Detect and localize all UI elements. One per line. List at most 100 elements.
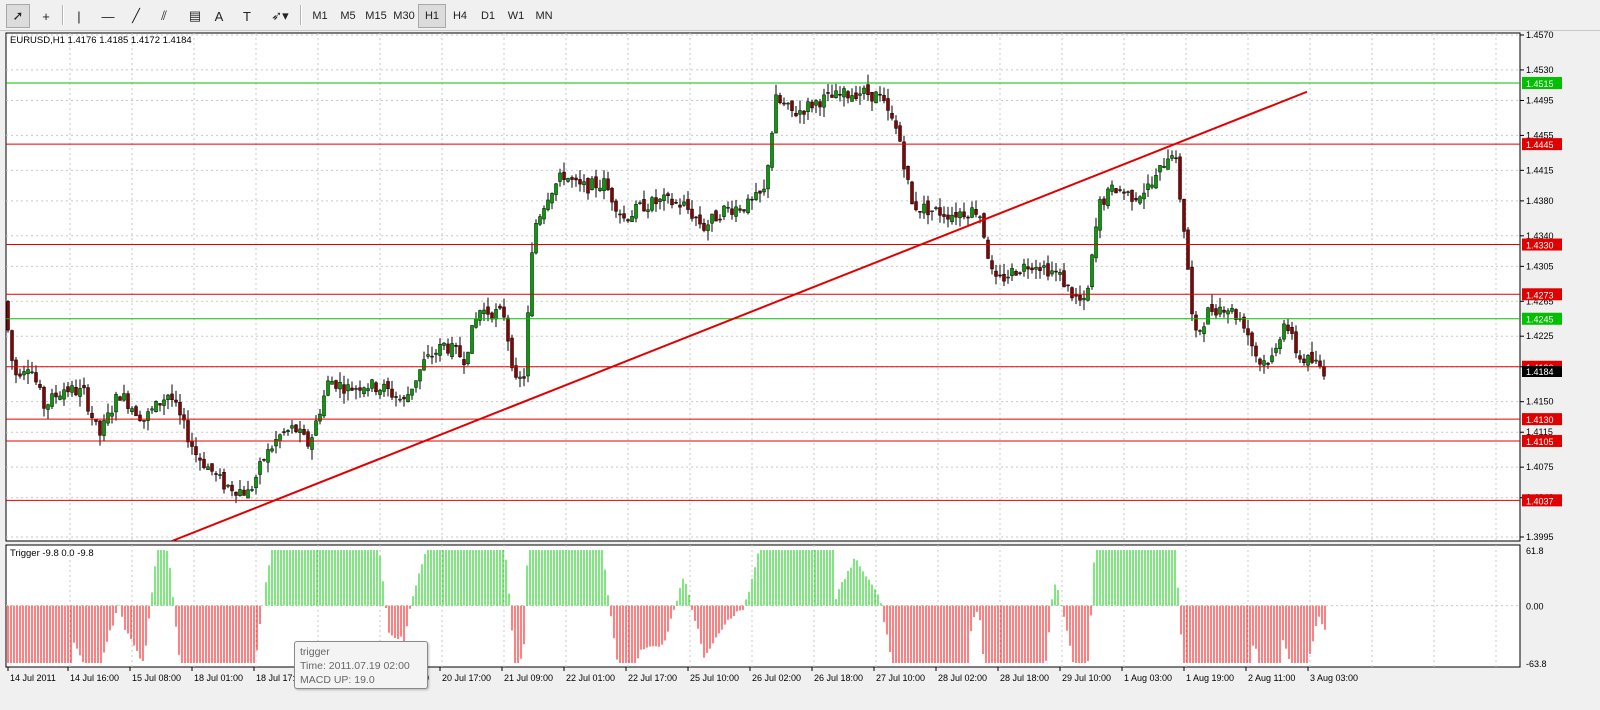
equidistant-channel-tool[interactable]: ⫽	[152, 4, 176, 28]
trendline-icon: ╱	[132, 8, 140, 23]
text-label-tool[interactable]: T	[236, 4, 258, 28]
timeframe-d1-button[interactable]: D1	[480, 10, 496, 22]
text-tool[interactable]: A	[208, 4, 230, 28]
candle-body	[218, 474, 222, 476]
candle-body	[1146, 183, 1150, 190]
candle-body	[134, 406, 138, 417]
candle-body	[534, 222, 538, 254]
cursor-tool[interactable]: ➚	[6, 4, 30, 28]
candle-body	[1118, 189, 1122, 191]
candle-body	[914, 201, 918, 211]
chart-window[interactable]: 1.4570 1.4530 1.4495 1.4455 1.4415 1.4380 1.43…	[4, 30, 1600, 705]
candle-body	[342, 384, 346, 394]
candle-body	[206, 466, 210, 470]
timeframe-w1-button[interactable]: W1	[507, 10, 525, 22]
candle-body	[238, 489, 242, 496]
candle-body	[802, 110, 806, 115]
candle-body	[482, 309, 486, 315]
timeframe-m1-button[interactable]: M1	[312, 10, 328, 22]
candle-body	[1250, 332, 1254, 347]
candle-body	[394, 396, 398, 398]
time-axis-label: 18 Jul 01:00	[194, 673, 243, 683]
trendline-tool[interactable]: ╱	[124, 4, 148, 28]
candle-body	[706, 224, 710, 231]
candle-body	[718, 218, 722, 221]
candle-body	[670, 198, 674, 206]
timeframe-mn-button[interactable]: MN	[535, 10, 553, 22]
crosshair-tool[interactable]: +	[34, 4, 58, 28]
candle-body	[1186, 229, 1190, 270]
candle-body	[714, 210, 718, 222]
candle-body	[1310, 351, 1314, 363]
candle-body	[82, 385, 86, 389]
fibonacci-tool[interactable]: ▤	[184, 4, 206, 28]
candle-body	[682, 201, 686, 206]
candle-body	[886, 98, 890, 111]
level-price-badge-label: 1.4037	[1526, 496, 1554, 506]
candle-body	[42, 387, 46, 409]
candle-body	[678, 204, 682, 208]
level-price-badge-label: 1.4273	[1526, 290, 1554, 300]
candle-body	[862, 87, 866, 94]
candle-body	[322, 395, 326, 417]
candle-body	[562, 171, 566, 180]
timeframe-m15-button[interactable]: M15	[365, 10, 387, 22]
candle-body	[570, 177, 574, 180]
price-tick-label: 1.4570	[1526, 31, 1554, 40]
candle-body	[946, 214, 950, 220]
candle-body	[630, 216, 634, 222]
timeframe-h4-button[interactable]: H4	[452, 10, 468, 22]
candle-body	[434, 352, 438, 355]
candle-body	[302, 429, 306, 435]
candle-body	[1130, 189, 1134, 202]
timeframe-m30-button[interactable]: M30	[393, 10, 415, 22]
time-axis-label: 1 Aug 19:00	[1186, 673, 1234, 683]
candle-body	[786, 102, 790, 105]
time-axis-label: 15 Jul 08:00	[132, 673, 181, 683]
candle-body	[974, 209, 978, 215]
arrows-tool[interactable]: ➶▾	[264, 4, 296, 28]
candle-body	[1094, 226, 1098, 259]
horizontal-line-tool[interactable]: —	[96, 4, 120, 28]
time-axis-label: 22 Jul 17:00	[628, 673, 677, 683]
candle-body	[1174, 157, 1178, 160]
candle-body	[362, 387, 366, 395]
price-tick-label: 1.4305	[1526, 261, 1554, 271]
candle-body	[294, 424, 298, 433]
candle-body	[778, 95, 782, 104]
candle-body	[970, 207, 974, 218]
candle-body	[1294, 331, 1298, 354]
time-axis-label: 26 Jul 18:00	[814, 673, 863, 683]
timeframe-h1-button[interactable]: H1	[418, 4, 446, 28]
candle-body	[422, 359, 426, 371]
candle-body	[746, 198, 750, 213]
candle-body	[458, 345, 462, 358]
candle-body	[1226, 310, 1230, 315]
text-icon: A	[214, 8, 224, 24]
candle-body	[610, 188, 614, 203]
candle-body	[666, 193, 670, 197]
candle-body	[1230, 308, 1234, 312]
chart-canvas[interactable]: 1.4570 1.4530 1.4495 1.4455 1.4415 1.4380 1.43…	[4, 30, 1600, 705]
candle-body	[1010, 268, 1014, 276]
candle-body	[38, 384, 42, 388]
candle-body	[1050, 270, 1054, 275]
vertical-line-tool[interactable]: |	[68, 4, 90, 28]
candle-body	[1082, 297, 1086, 301]
candle-body	[1290, 327, 1294, 334]
candle-body	[770, 132, 774, 168]
candle-body	[1038, 267, 1042, 271]
candle-body	[510, 337, 514, 369]
candle-body	[966, 216, 970, 219]
candle-body	[918, 211, 922, 213]
candle-body	[370, 379, 374, 389]
candle-body	[574, 177, 578, 181]
vertical-line-icon: |	[77, 8, 81, 24]
time-axis-label: 3 Aug 03:00	[1310, 673, 1358, 683]
candle-body	[1178, 156, 1182, 200]
price-tick-label: 1.4530	[1526, 65, 1554, 75]
candle-body	[634, 204, 638, 219]
candle-body	[734, 206, 738, 217]
candle-body	[690, 208, 694, 219]
timeframe-m5-button[interactable]: M5	[340, 10, 356, 22]
